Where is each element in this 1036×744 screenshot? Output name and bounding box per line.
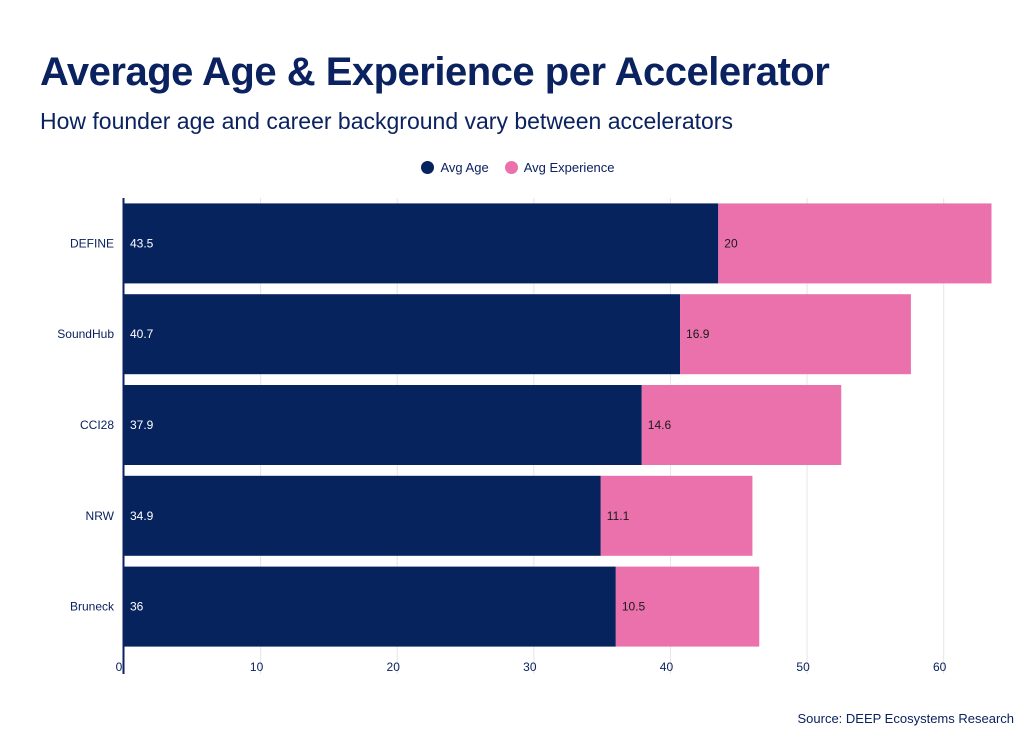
legend: Avg Age Avg Experience — [0, 160, 1036, 175]
legend-swatch-avg-experience — [504, 161, 518, 174]
x-tick-label: 20 — [387, 660, 401, 674]
bar-avg-experience-nrw — [600, 475, 753, 556]
y-tick-label: SoundHub — [57, 327, 114, 341]
legend-item-avg-age[interactable]: Avg Age — [421, 160, 489, 175]
y-tick-label: Bruneck — [70, 600, 115, 614]
legend-label-avg-age: Avg Age — [440, 160, 489, 175]
data-label-avg-experience-soundhub: 16.9 — [686, 327, 710, 341]
legend-item-avg-experience[interactable]: Avg Experience — [504, 160, 615, 175]
data-label-avg-experience-bruneck: 10.5 — [622, 600, 646, 614]
legend-label-avg-experience: Avg Experience — [523, 160, 615, 175]
bar-avg-age-nrw — [124, 475, 601, 556]
y-tick-label: CCI28 — [80, 418, 114, 432]
data-label-avg-age-soundhub: 40.7 — [130, 327, 154, 341]
chart-title: Average Age & Experience per Accelerator — [40, 50, 830, 94]
data-label-avg-age-nrw: 34.9 — [130, 509, 154, 523]
x-tick-label: 50 — [796, 660, 810, 674]
x-tick-label: 10 — [250, 660, 264, 674]
x-tick-label: 30 — [523, 660, 537, 674]
x-tick-label: 40 — [660, 660, 674, 674]
bar-avg-age-define — [124, 203, 719, 284]
x-tick-label: 60 — [933, 660, 947, 674]
bar-avg-age-soundhub — [124, 294, 681, 375]
data-label-avg-experience-nrw: 11.1 — [607, 509, 630, 523]
y-tick-label: DEFINE — [70, 236, 114, 250]
source-note: Source: DEEP Ecosystems Research — [797, 711, 1014, 726]
data-label-avg-age-bruneck: 36 — [130, 600, 144, 614]
data-label-avg-age-cci28: 37.9 — [130, 418, 154, 432]
data-label-avg-age-define: 43.5 — [130, 236, 154, 250]
data-label-avg-experience-cci28: 14.6 — [648, 418, 672, 432]
legend-swatch-avg-age — [421, 161, 435, 174]
bar-avg-experience-define — [718, 203, 992, 284]
data-label-avg-experience-define: 20 — [724, 236, 738, 250]
chart-subtitle: How founder age and career background va… — [40, 108, 733, 134]
bar-avg-age-bruneck — [124, 566, 616, 647]
x-tick-label: 0 — [116, 660, 123, 674]
bar-avg-experience-soundhub — [680, 294, 911, 375]
bar-avg-experience-bruneck — [615, 566, 760, 647]
bar-avg-age-cci28 — [124, 385, 642, 465]
bar-avg-experience-cci28 — [641, 385, 842, 465]
y-tick-label: NRW — [86, 509, 115, 523]
